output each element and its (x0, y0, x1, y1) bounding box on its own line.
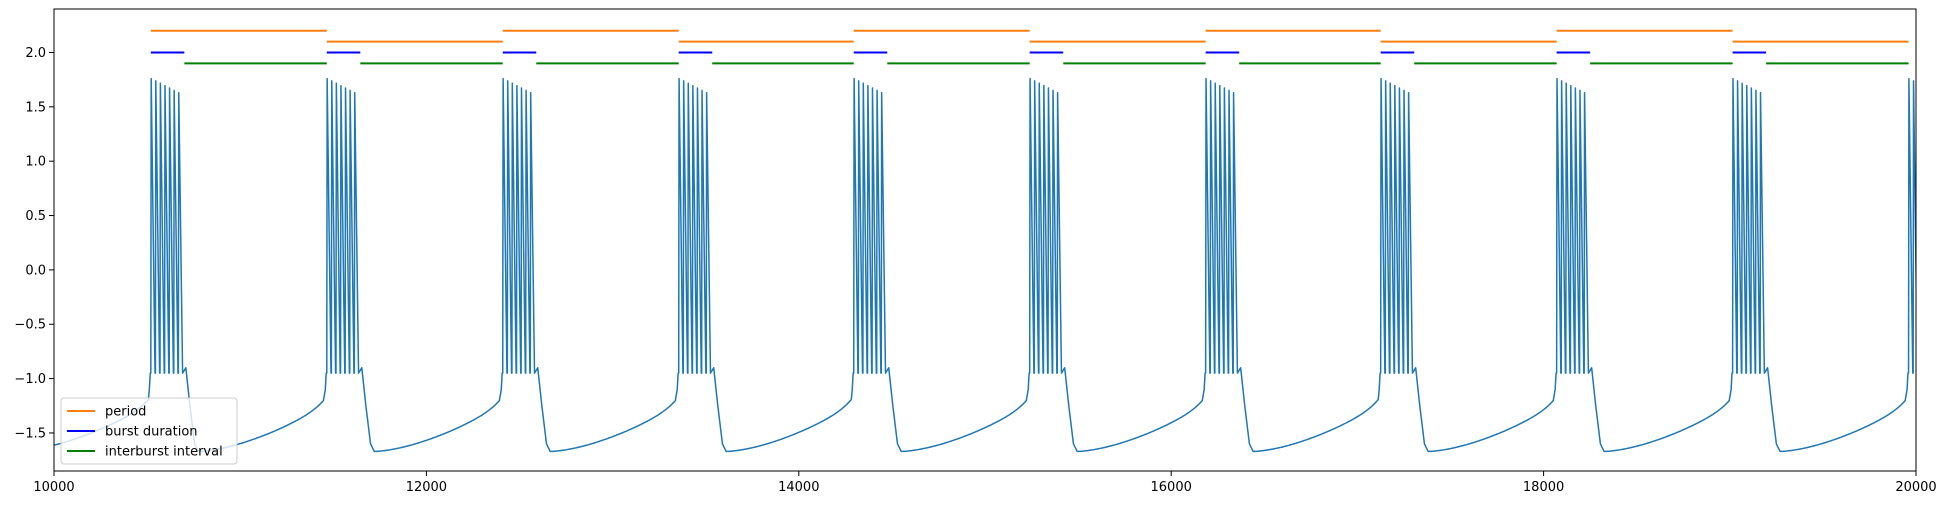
y-tick-label: −1.0 (14, 372, 46, 387)
legend-box (60, 397, 238, 465)
x-axis: 10000 12000 14000 16000 18000 20000 (33, 471, 1937, 495)
legend-label-interburst-interval: interburst interval (105, 445, 223, 460)
y-axis: −1.5 −1.0 −0.5 0.0 0.5 1.0 1.5 2.0 (14, 46, 54, 441)
x-tick-label: 12000 (406, 480, 447, 495)
voltage-trace-line (54, 77, 1916, 453)
legend-label-burst-duration: burst duration (105, 425, 198, 440)
legend: period burst duration interburst interval (60, 397, 238, 465)
voltage-trace (54, 77, 1916, 453)
y-tick-label: −1.5 (14, 426, 46, 441)
y-tick-label: 0.5 (25, 209, 46, 224)
y-tick-label: −0.5 (14, 318, 46, 333)
x-tick-label: 20000 (1895, 480, 1936, 495)
x-tick-label: 16000 (1151, 480, 1192, 495)
x-tick-label: 14000 (778, 480, 819, 495)
y-tick-label: 2.0 (25, 46, 46, 61)
plot-frame (53, 8, 1917, 472)
legend-label-period: period (105, 405, 146, 420)
y-tick-label: 0.0 (25, 263, 46, 278)
x-tick-label: 10000 (33, 480, 74, 495)
measurement-segments (150, 29, 1909, 65)
y-tick-label: 1.5 (25, 100, 46, 115)
x-tick-label: 18000 (1523, 480, 1564, 495)
y-tick-label: 1.0 (25, 155, 46, 170)
